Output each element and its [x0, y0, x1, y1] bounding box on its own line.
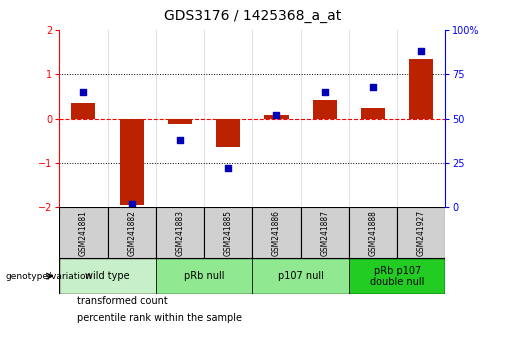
Point — [224, 165, 232, 171]
Text: pRb p107
double null: pRb p107 double null — [370, 266, 424, 286]
Text: pRb null: pRb null — [184, 271, 225, 281]
Text: GSM241888: GSM241888 — [369, 210, 377, 256]
Text: GSM241887: GSM241887 — [320, 210, 329, 256]
Text: GSM241883: GSM241883 — [176, 210, 184, 256]
Bar — [71, 103, 95, 119]
Point — [128, 201, 136, 206]
Point — [79, 89, 88, 95]
Bar — [119, 119, 144, 205]
Bar — [216, 119, 241, 147]
Bar — [252, 207, 301, 258]
Text: GSM241927: GSM241927 — [417, 210, 426, 256]
Text: GSM241885: GSM241885 — [224, 210, 233, 256]
Point — [176, 137, 184, 143]
Text: GSM241881: GSM241881 — [79, 210, 88, 256]
Bar — [301, 207, 349, 258]
Text: GDS3176 / 1425368_a_at: GDS3176 / 1425368_a_at — [164, 9, 341, 23]
Bar — [156, 258, 252, 294]
Bar — [156, 207, 204, 258]
Bar — [397, 207, 445, 258]
Bar — [349, 258, 445, 294]
Bar — [204, 207, 252, 258]
Text: GSM241882: GSM241882 — [127, 210, 136, 256]
Text: percentile rank within the sample: percentile rank within the sample — [77, 313, 242, 323]
Bar — [361, 108, 385, 119]
Bar — [349, 207, 397, 258]
Bar — [59, 207, 108, 258]
Bar — [108, 207, 156, 258]
Text: p107 null: p107 null — [278, 271, 323, 281]
Text: transformed count: transformed count — [77, 296, 168, 306]
Bar — [168, 119, 192, 124]
Point — [369, 84, 377, 90]
Text: GSM241886: GSM241886 — [272, 210, 281, 256]
Bar — [252, 258, 349, 294]
Text: wild type: wild type — [85, 271, 130, 281]
Point — [272, 112, 281, 118]
Bar — [313, 100, 337, 119]
Point — [417, 48, 425, 54]
Text: genotype/variation: genotype/variation — [5, 272, 91, 281]
Bar — [264, 115, 288, 119]
Point — [321, 89, 329, 95]
Bar — [59, 258, 156, 294]
Bar — [409, 59, 434, 119]
